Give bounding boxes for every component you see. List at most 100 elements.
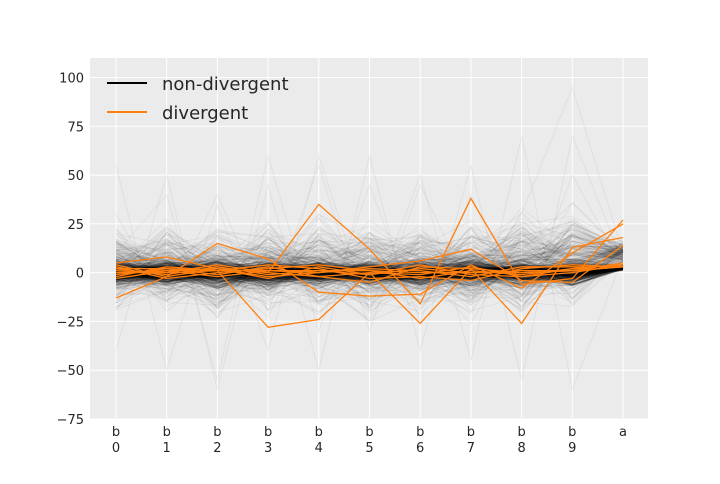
- x-tick-label: b: [213, 425, 221, 440]
- non-divergent-trace: [115, 226, 624, 304]
- non-divergent-trace: [115, 248, 624, 316]
- non-divergent-trace: [115, 229, 624, 297]
- grid: [90, 58, 648, 420]
- non-divergent-trace: [115, 239, 624, 299]
- non-divergent-trace: [115, 228, 624, 286]
- non-divergent-trace: [115, 236, 624, 309]
- non-divergent-trace: [115, 226, 624, 293]
- non-divergent-trace: [115, 231, 624, 291]
- non-divergent-trace: [115, 226, 624, 283]
- x-tick-label: a: [619, 425, 627, 440]
- non-divergent-trace: [115, 236, 624, 295]
- x-tick-label: b: [517, 425, 525, 440]
- non-divergent-trace: [115, 234, 624, 313]
- non-divergent-trace: [115, 252, 624, 303]
- x-tick-label: 8: [517, 441, 525, 456]
- y-tick-label: 75: [67, 120, 84, 135]
- non-divergent-trace: [115, 210, 624, 303]
- non-divergent-trace: [115, 235, 624, 312]
- x-tick-label: 5: [365, 441, 373, 456]
- non-divergent-trace: [115, 231, 624, 280]
- x-tick-label: b: [112, 425, 120, 440]
- non-divergent-trace: [115, 258, 624, 287]
- non-divergent-trace: [115, 240, 624, 307]
- non-divergent-trace: [115, 220, 624, 294]
- non-divergent-trace: [115, 225, 624, 284]
- non-divergent-trace: [115, 245, 624, 289]
- x-tick-label: 7: [467, 441, 475, 456]
- non-divergent-trace: [115, 239, 624, 313]
- non-divergent-trace: [115, 267, 624, 283]
- non-divergent-trace: [115, 233, 624, 288]
- non-divergent-trace: [115, 233, 624, 309]
- x-tick-label: 4: [315, 441, 323, 456]
- x-tick-label: 0: [112, 441, 120, 456]
- x-tick-label: b: [315, 425, 323, 440]
- non-divergent-trace: [115, 221, 624, 282]
- non-divergent-trace: [115, 228, 624, 292]
- non-divergent-trace: [115, 234, 624, 292]
- non-divergent-trace: [115, 228, 624, 308]
- divergent-trace: [115, 244, 624, 284]
- non-divergent-trace: [115, 237, 624, 308]
- non-divergent-trace: [115, 264, 624, 281]
- non-divergent-trace: [115, 85, 624, 333]
- non-divergent-trace: [115, 240, 624, 310]
- non-divergent-trace: [115, 244, 624, 304]
- non-divergent-trace: [115, 257, 624, 284]
- divergent-traces: [115, 197, 624, 328]
- non-divergent-trace: [115, 240, 624, 279]
- non-divergent-trace: [115, 226, 624, 292]
- x-tick-label: b: [416, 425, 424, 440]
- legend: non-divergent divergent: [107, 74, 289, 124]
- non-divergent-trace: [115, 217, 624, 293]
- non-divergent-trace: [115, 261, 624, 287]
- divergent-trace: [115, 264, 624, 278]
- non-divergent-trace: [115, 212, 624, 277]
- non-divergent-trace: [115, 233, 624, 306]
- x-tick-label: b: [467, 425, 475, 440]
- non-divergent-trace: [115, 262, 624, 282]
- x-tick-label: 3: [264, 441, 272, 456]
- y-axis: −75 −50 −25 0 25 50 75 100: [57, 72, 84, 428]
- x-tick-label: 9: [568, 441, 576, 456]
- non-divergent-trace: [115, 258, 624, 283]
- non-divergent-trace: [115, 265, 624, 277]
- y-tick-label: 25: [67, 218, 84, 233]
- non-divergent-trace: [115, 234, 624, 312]
- x-tick-label: 1: [163, 441, 171, 456]
- non-divergent-trace: [115, 264, 624, 278]
- non-divergent-trace: [115, 214, 624, 304]
- x-tick-label: b: [568, 425, 576, 440]
- non-divergent-trace: [115, 238, 624, 301]
- non-divergent-trace: [115, 238, 624, 290]
- non-divergent-trace: [115, 232, 624, 280]
- non-divergent-trace: [115, 242, 624, 304]
- non-divergent-trace: [115, 252, 624, 304]
- non-divergent-trace: [115, 229, 624, 293]
- non-divergent-trace: [115, 219, 624, 276]
- non-divergent-trace: [115, 239, 624, 298]
- non-divergent-trace: [115, 233, 624, 281]
- non-divergent-trace: [115, 245, 624, 290]
- non-divergent-trace: [115, 245, 624, 283]
- non-divergent-trace: [115, 229, 624, 283]
- non-divergent-trace: [115, 249, 624, 301]
- non-divergent-trace: [115, 233, 624, 304]
- non-divergent-trace: [115, 249, 624, 299]
- non-divergent-trace: [115, 262, 624, 281]
- non-divergent-trace: [115, 241, 624, 296]
- non-divergent-trace: [115, 232, 624, 300]
- y-tick-label: 100: [59, 72, 84, 87]
- divergent-trace: [115, 223, 624, 299]
- non-divergent-trace: [115, 224, 624, 325]
- non-divergent-trace: [115, 237, 624, 290]
- non-divergent-trace: [115, 230, 624, 304]
- x-tick-label: 2: [213, 441, 221, 456]
- non-divergent-trace: [115, 250, 624, 299]
- non-divergent-trace: [115, 227, 624, 309]
- non-divergent-trace: [115, 221, 624, 297]
- y-tick-label: 50: [67, 169, 84, 184]
